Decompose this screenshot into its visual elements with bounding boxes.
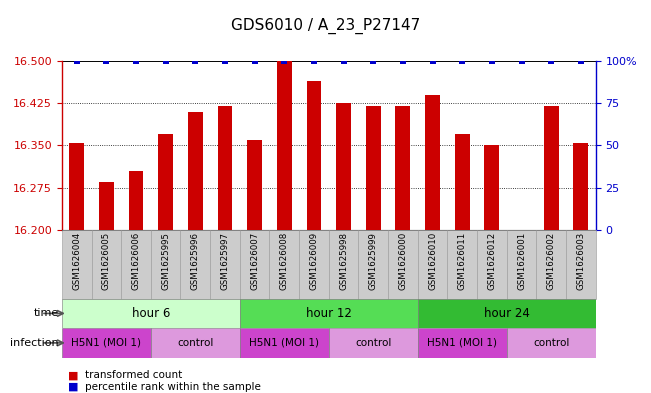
- Bar: [544, 106, 559, 230]
- Bar: [455, 134, 469, 230]
- Bar: [477, 230, 506, 299]
- Bar: [62, 299, 240, 328]
- Bar: [307, 81, 322, 230]
- Bar: [240, 230, 270, 299]
- Text: GSM1626000: GSM1626000: [398, 232, 408, 290]
- Bar: [151, 328, 240, 358]
- Text: GSM1626005: GSM1626005: [102, 232, 111, 290]
- Bar: [336, 103, 351, 230]
- Bar: [425, 95, 440, 230]
- Bar: [366, 106, 381, 230]
- Bar: [270, 230, 299, 299]
- Text: GDS6010 / A_23_P27147: GDS6010 / A_23_P27147: [231, 18, 420, 34]
- Bar: [240, 328, 329, 358]
- Text: GSM1626012: GSM1626012: [488, 232, 496, 290]
- Text: GSM1626004: GSM1626004: [72, 232, 81, 290]
- Point: [368, 58, 378, 64]
- Bar: [396, 106, 410, 230]
- Point: [190, 58, 201, 64]
- Text: GSM1625999: GSM1625999: [368, 232, 378, 290]
- Point: [516, 58, 527, 64]
- Text: GSM1625998: GSM1625998: [339, 232, 348, 290]
- Bar: [277, 61, 292, 230]
- Bar: [210, 230, 240, 299]
- Point: [427, 58, 437, 64]
- Bar: [418, 299, 596, 328]
- Bar: [158, 134, 173, 230]
- Text: percentile rank within the sample: percentile rank within the sample: [85, 382, 260, 392]
- Text: GSM1626002: GSM1626002: [547, 232, 556, 290]
- Bar: [484, 145, 499, 230]
- Bar: [121, 230, 151, 299]
- Text: GSM1625995: GSM1625995: [161, 232, 170, 290]
- Point: [131, 58, 141, 64]
- Text: time: time: [33, 309, 59, 318]
- Bar: [418, 230, 447, 299]
- Point: [279, 58, 290, 64]
- Text: GSM1626001: GSM1626001: [517, 232, 526, 290]
- Bar: [217, 106, 232, 230]
- Bar: [506, 230, 536, 299]
- Bar: [447, 230, 477, 299]
- Bar: [388, 230, 418, 299]
- Bar: [329, 328, 418, 358]
- Point: [160, 58, 171, 64]
- Text: GSM1626011: GSM1626011: [458, 232, 467, 290]
- Text: control: control: [533, 338, 570, 348]
- Bar: [151, 230, 180, 299]
- Text: GSM1626009: GSM1626009: [309, 232, 318, 290]
- Bar: [329, 230, 359, 299]
- Bar: [188, 112, 202, 230]
- Point: [487, 58, 497, 64]
- Text: H5N1 (MOI 1): H5N1 (MOI 1): [249, 338, 319, 348]
- Bar: [359, 230, 388, 299]
- Text: GSM1626006: GSM1626006: [132, 232, 141, 290]
- Bar: [247, 140, 262, 230]
- Point: [72, 58, 82, 64]
- Bar: [99, 182, 114, 230]
- Bar: [240, 299, 418, 328]
- Bar: [574, 143, 589, 230]
- Point: [309, 58, 319, 64]
- Text: GSM1625997: GSM1625997: [221, 232, 229, 290]
- Text: H5N1 (MOI 1): H5N1 (MOI 1): [72, 338, 141, 348]
- Bar: [92, 230, 121, 299]
- Text: control: control: [355, 338, 391, 348]
- Text: ■: ■: [68, 382, 79, 392]
- Text: GSM1626010: GSM1626010: [428, 232, 437, 290]
- Text: control: control: [177, 338, 214, 348]
- Bar: [180, 230, 210, 299]
- Bar: [566, 230, 596, 299]
- Text: GSM1626007: GSM1626007: [250, 232, 259, 290]
- Bar: [69, 143, 84, 230]
- Text: infection: infection: [10, 338, 59, 348]
- Text: GSM1626008: GSM1626008: [280, 232, 289, 290]
- Text: GSM1626003: GSM1626003: [576, 232, 585, 290]
- Bar: [506, 328, 596, 358]
- Text: transformed count: transformed count: [85, 370, 182, 380]
- Text: hour 24: hour 24: [484, 307, 530, 320]
- Point: [575, 58, 586, 64]
- Point: [101, 58, 111, 64]
- Point: [398, 58, 408, 64]
- Text: H5N1 (MOI 1): H5N1 (MOI 1): [427, 338, 497, 348]
- Bar: [62, 328, 151, 358]
- Bar: [128, 171, 143, 230]
- Point: [546, 58, 557, 64]
- Point: [457, 58, 467, 64]
- Bar: [299, 230, 329, 299]
- Bar: [418, 328, 506, 358]
- Point: [339, 58, 349, 64]
- Point: [249, 58, 260, 64]
- Text: hour 12: hour 12: [306, 307, 352, 320]
- Text: hour 6: hour 6: [132, 307, 170, 320]
- Bar: [62, 230, 92, 299]
- Text: ■: ■: [68, 370, 79, 380]
- Bar: [536, 230, 566, 299]
- Text: GSM1625996: GSM1625996: [191, 232, 200, 290]
- Point: [220, 58, 230, 64]
